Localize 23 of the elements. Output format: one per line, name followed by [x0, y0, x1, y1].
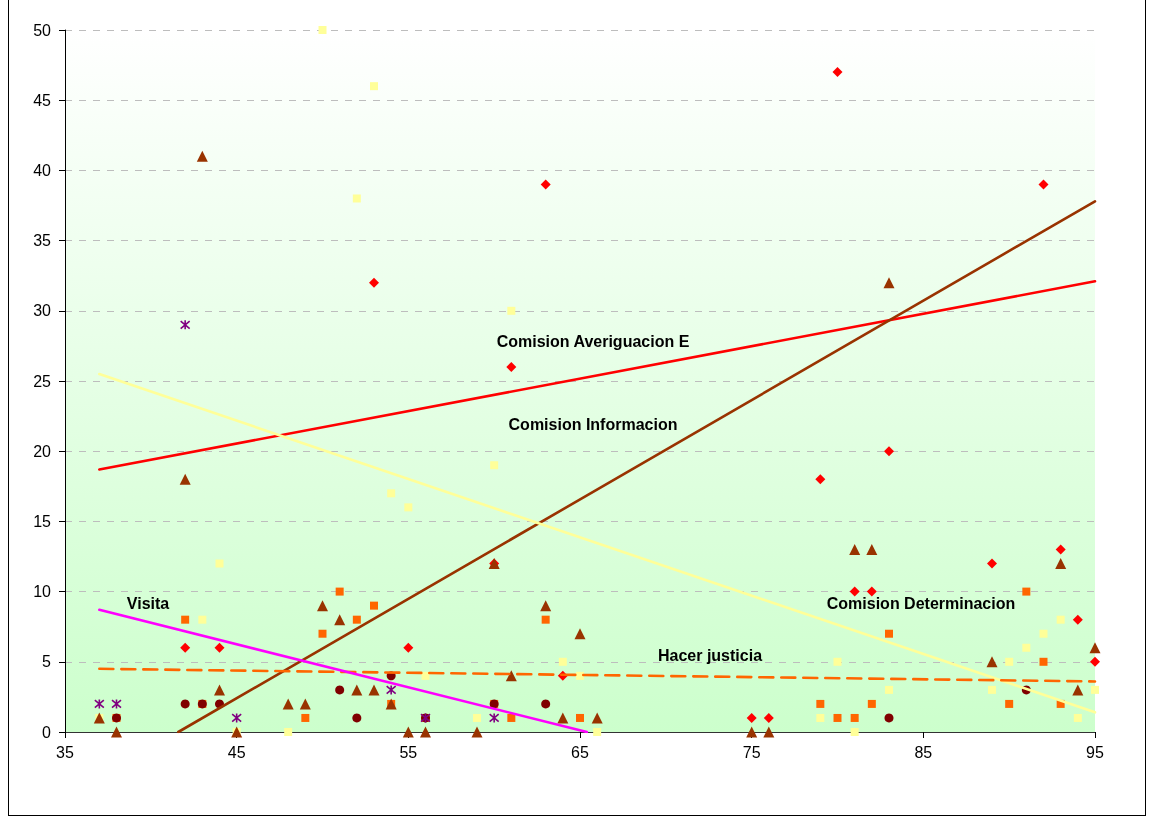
annotation: Hacer justicia — [657, 646, 763, 664]
annotation: Visita — [126, 594, 170, 612]
y-tick-label: 30 — [33, 302, 52, 320]
y-tick-label: 0 — [42, 723, 52, 741]
y-tick-label: 50 — [33, 21, 52, 39]
y-tick-label: 20 — [33, 442, 52, 460]
annotation: Comision Informacion — [508, 415, 678, 433]
annotation: Comision Determinacion — [826, 594, 1016, 612]
x-tick-label: 65 — [571, 743, 589, 761]
y-tick-label: 40 — [33, 161, 52, 179]
annotation: Comision Averiguacion E — [496, 332, 690, 350]
y-tick-label: 35 — [33, 232, 52, 250]
y-tick-label: 45 — [33, 91, 52, 109]
y-tick-label: 15 — [33, 512, 52, 530]
x-tick-label: 55 — [399, 743, 418, 761]
x-tick-label: 85 — [914, 743, 933, 761]
x-tick-label: 75 — [742, 743, 761, 761]
x-tick-label: 45 — [227, 743, 246, 761]
y-tick-label: 25 — [33, 372, 52, 390]
y-tick-label: 5 — [42, 653, 52, 671]
y-tick-label: 10 — [33, 583, 52, 601]
x-tick-label: 95 — [1086, 743, 1104, 761]
x-tick-label: 35 — [56, 743, 74, 761]
